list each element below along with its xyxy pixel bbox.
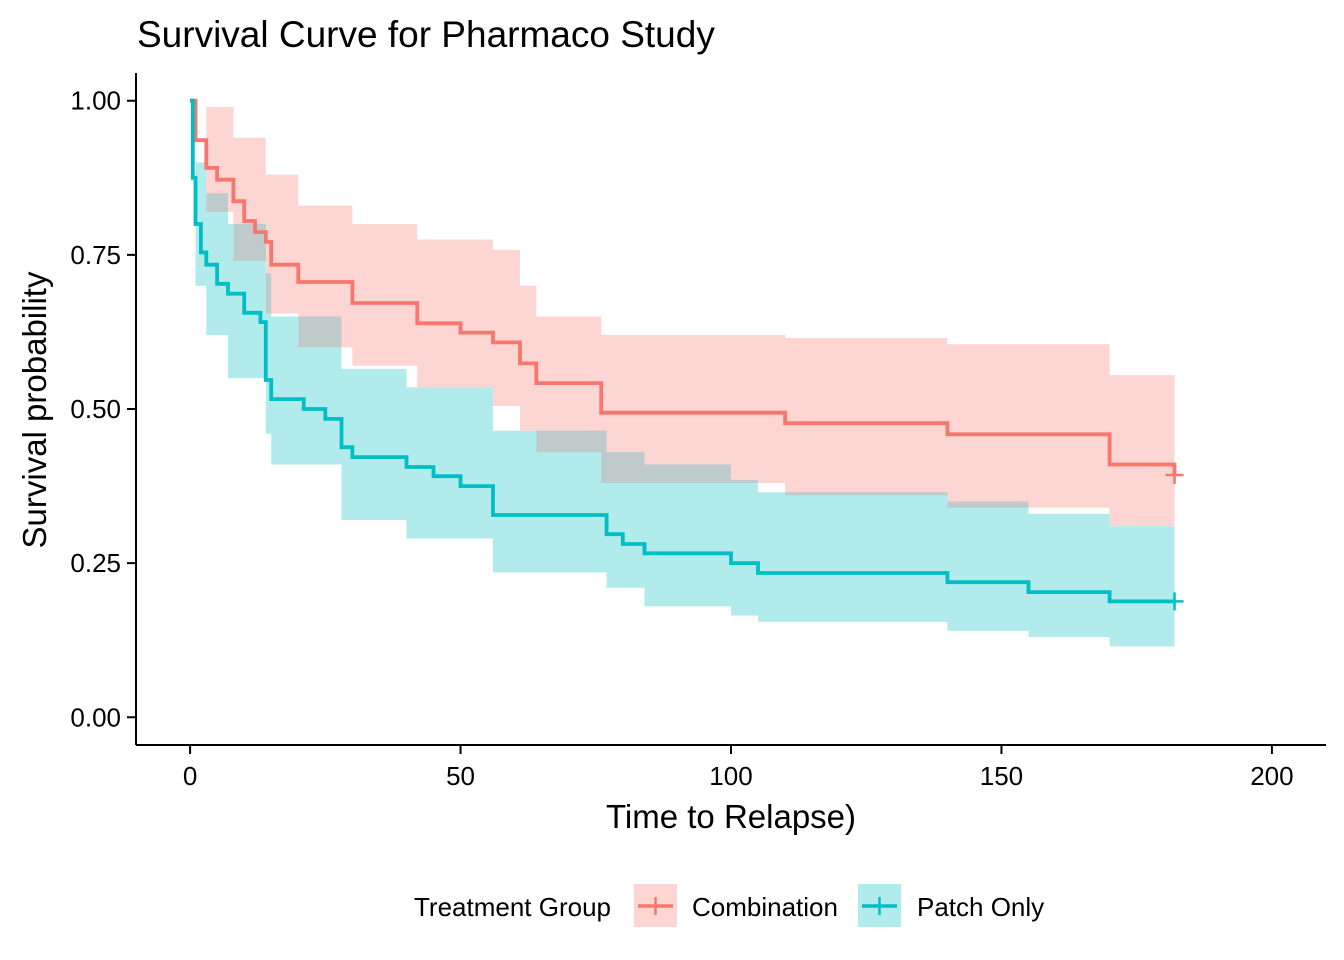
- ci-band-patch-only: [190, 100, 1175, 647]
- ci-band-combination: [190, 100, 1175, 527]
- censor-marks: [1165, 465, 1184, 611]
- x-axis: 0 50 100 150 200 Time to Relapse): [136, 744, 1326, 835]
- x-tick-label: 50: [446, 761, 475, 791]
- legend-title: Treatment Group: [414, 892, 611, 922]
- survival-curve-combination: [190, 98, 1177, 475]
- x-tick-label: 200: [1250, 761, 1293, 791]
- plot-area: [190, 98, 1184, 647]
- confidence-bands: [190, 100, 1175, 647]
- censor-mark-patch-only-0: [1165, 592, 1184, 611]
- y-tick-label: 0.50: [70, 394, 121, 424]
- y-tick-label: 0.25: [70, 548, 121, 578]
- x-ticks: 0 50 100 150 200: [183, 745, 1294, 791]
- x-tick-label: 150: [980, 761, 1023, 791]
- y-tick-label: 0.00: [70, 702, 121, 732]
- x-tick-label: 100: [709, 761, 752, 791]
- y-tick-label: 0.75: [70, 240, 121, 270]
- legend-item-combination: Combination: [634, 884, 838, 927]
- survival-curve-patch-only: [190, 98, 1175, 604]
- legend-label-combination: Combination: [692, 892, 838, 922]
- legend-item-patch-only: Patch Only: [858, 884, 1044, 927]
- x-axis-label: Time to Relapse): [606, 798, 856, 835]
- chart-title: Survival Curve for Pharmaco Study: [137, 14, 715, 55]
- censor-mark-combination-0: [1165, 465, 1184, 484]
- y-tick-label: 1.00: [70, 86, 121, 116]
- survival-curves: [190, 98, 1177, 604]
- y-ticks: 0.00 0.25 0.50 0.75 1.00: [70, 86, 136, 732]
- x-tick-label: 0: [183, 761, 197, 791]
- y-axis-label: Survival probability: [16, 271, 53, 548]
- y-axis: 0.00 0.25 0.50 0.75 1.00 Survival probabilit…: [16, 73, 137, 745]
- legend-label-patch-only: Patch Only: [917, 892, 1044, 922]
- legend: Treatment Group Combination Patch Only: [414, 884, 1044, 927]
